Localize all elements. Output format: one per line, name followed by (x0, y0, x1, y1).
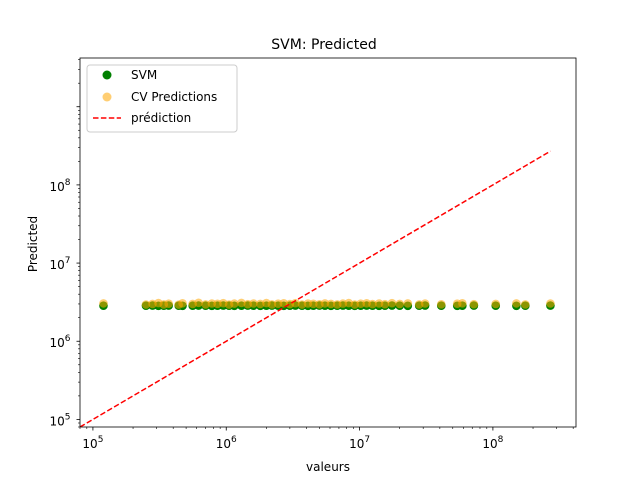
x-tick-label: 108 (482, 435, 503, 451)
cv-prediction-point (403, 299, 413, 308)
legend-entry-label: SVM (131, 68, 157, 82)
y-tick-label: 105 (49, 412, 70, 428)
cv-prediction-point (436, 299, 446, 309)
cv-prediction-point (387, 298, 397, 308)
cv-prediction-point (469, 299, 479, 309)
plot-area: 105 106 107 108 105 106 107 108 (49, 57, 577, 451)
chart-title: SVM: Predicted (271, 37, 376, 53)
cv-prediction-point (194, 298, 203, 308)
cv-prediction-point (521, 300, 530, 309)
x-tick-label: 106 (216, 435, 237, 451)
legend-box (86, 64, 238, 133)
cv-prediction-point (249, 299, 258, 308)
cv-prediction-point (178, 298, 187, 308)
cv-prediction-point (491, 299, 501, 309)
y-tick-label: 106 (49, 334, 70, 350)
cv-prediction-point (141, 300, 151, 309)
cv-prediction-point (380, 299, 390, 309)
cv-prediction-point (512, 299, 521, 308)
x-axis-label: valeurs (306, 460, 350, 474)
cv-prediction-point (291, 298, 300, 308)
prediction-line (80, 150, 551, 427)
plot-frame (79, 57, 577, 428)
y-axis-label: Predicted (26, 216, 40, 272)
cv-prediction-point (326, 299, 336, 309)
cv-prediction-point (395, 299, 405, 309)
x-tick-label: 105 (82, 435, 103, 451)
legend-entry-label: prédiction (131, 111, 191, 125)
legend-entry-label: CV Predictions (131, 90, 217, 104)
cv-prediction-point (267, 300, 277, 309)
cv-prediction-point (420, 299, 430, 308)
data-layer (80, 150, 555, 427)
legend: SVM CV Predictions prédiction (86, 64, 238, 133)
legend-cv-marker (102, 92, 112, 102)
cv-prediction-point (230, 299, 239, 308)
cv-prediction-point (99, 299, 108, 308)
cv-prediction-point (458, 298, 467, 308)
x-tick-label: 107 (349, 435, 370, 451)
cv-prediction-point (164, 299, 173, 309)
legend-svm-marker (102, 70, 112, 80)
y-tick-label: 108 (49, 178, 70, 194)
y-tick-label: 107 (49, 256, 70, 272)
cv-prediction-point (368, 299, 377, 309)
cv-prediction-point (546, 299, 555, 308)
